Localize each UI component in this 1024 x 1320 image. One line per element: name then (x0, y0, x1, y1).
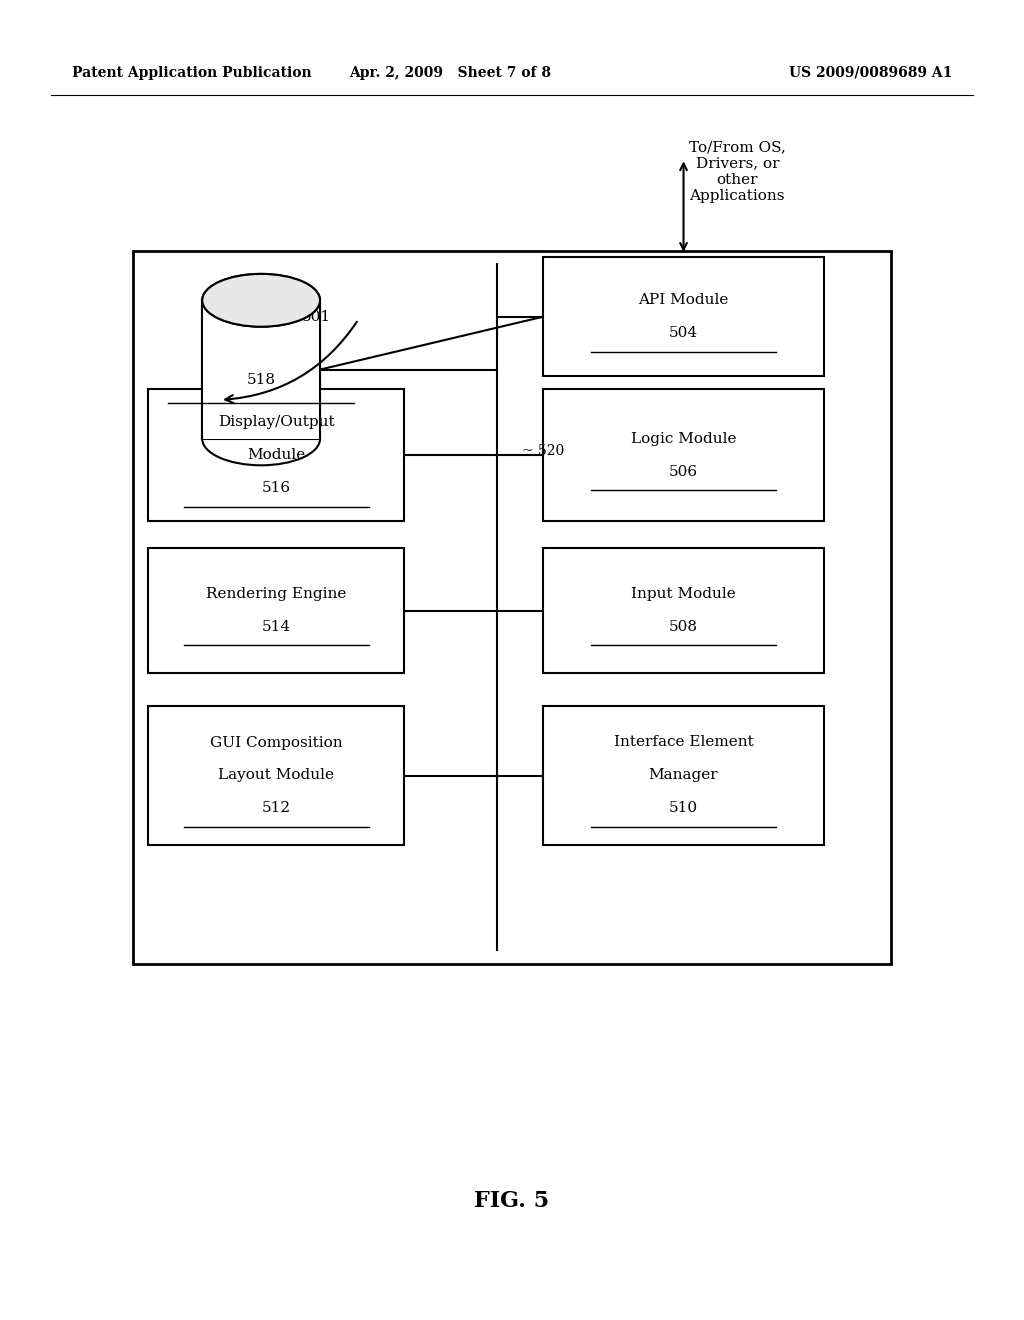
Text: 512: 512 (262, 801, 291, 816)
Text: 514: 514 (262, 620, 291, 634)
Text: Input Module: Input Module (631, 587, 736, 601)
FancyArrowPatch shape (225, 322, 356, 403)
Text: US 2009/0089689 A1: US 2009/0089689 A1 (788, 66, 952, 79)
Text: ~ 520: ~ 520 (522, 445, 564, 458)
Text: 508: 508 (669, 620, 698, 634)
Bar (543, 548, 824, 673)
Bar (203, 300, 319, 438)
Text: GUI Composition: GUI Composition (210, 735, 343, 750)
Text: 516: 516 (262, 482, 291, 495)
Text: Manager: Manager (649, 768, 718, 783)
Text: 510: 510 (669, 801, 698, 816)
Text: 504: 504 (669, 326, 698, 341)
Bar (133, 251, 891, 964)
Ellipse shape (203, 275, 319, 327)
Bar (148, 706, 404, 845)
Text: 501: 501 (302, 310, 331, 323)
Bar (148, 548, 404, 673)
Text: Logic Module: Logic Module (631, 432, 736, 446)
Text: Patent Application Publication: Patent Application Publication (72, 66, 311, 79)
Text: 506: 506 (669, 465, 698, 479)
Text: Rendering Engine: Rendering Engine (206, 587, 347, 601)
Bar (543, 257, 824, 376)
Text: 518: 518 (247, 374, 275, 387)
Bar (148, 389, 404, 521)
Text: Display/Output: Display/Output (218, 416, 335, 429)
Text: FIG. 5: FIG. 5 (474, 1191, 550, 1212)
Text: Module: Module (248, 449, 305, 462)
Bar (543, 706, 824, 845)
Bar (543, 389, 824, 521)
Text: API Module: API Module (638, 293, 729, 308)
Text: Apr. 2, 2009   Sheet 7 of 8: Apr. 2, 2009 Sheet 7 of 8 (349, 66, 552, 79)
Text: Interface Element: Interface Element (613, 735, 754, 750)
Bar (203, 300, 319, 438)
Ellipse shape (203, 275, 319, 327)
Text: Layout Module: Layout Module (218, 768, 335, 783)
Text: To/From OS,
Drivers, or
other
Applications: To/From OS, Drivers, or other Applicatio… (689, 140, 785, 203)
